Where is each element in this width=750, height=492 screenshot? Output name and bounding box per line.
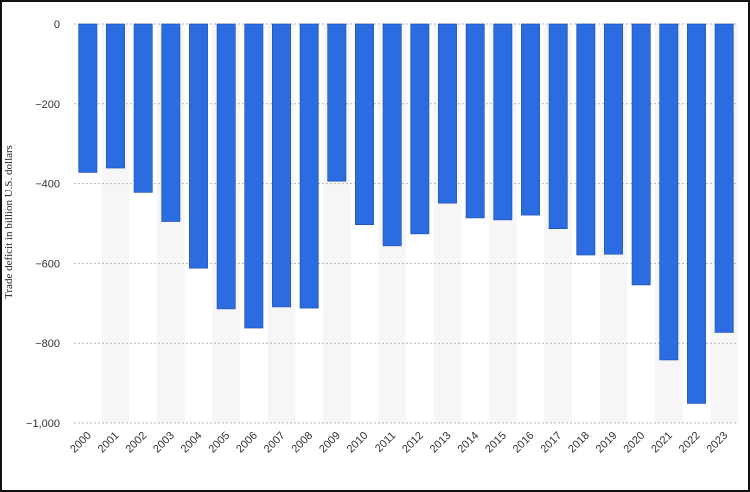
bar-2016 xyxy=(521,23,540,216)
bar-2020 xyxy=(631,23,651,286)
y-tick-label: −600 xyxy=(35,258,60,270)
x-tick-label: 2019 xyxy=(594,430,620,456)
x-tick-label: 2005 xyxy=(206,430,232,456)
x-tick-label: 2002 xyxy=(123,430,149,456)
bar-2002 xyxy=(133,23,153,193)
bar-2007 xyxy=(272,23,291,308)
x-tick-label: 2012 xyxy=(400,430,426,456)
bar-2003 xyxy=(161,23,181,222)
y-axis-label: Trade deficit in billion U.S. dollars xyxy=(3,145,15,299)
x-tick-label: 2008 xyxy=(289,430,315,456)
bar-2006 xyxy=(244,23,264,329)
x-tick-label: 2017 xyxy=(538,430,564,456)
x-tick-label: 2015 xyxy=(483,430,509,456)
bar-2018 xyxy=(576,23,596,256)
gridlines xyxy=(74,23,738,424)
x-tick-label: 2003 xyxy=(151,430,177,456)
bar-2000 xyxy=(78,23,98,173)
x-tick-label: 2000 xyxy=(68,430,94,456)
x-tick-label: 2009 xyxy=(317,430,343,456)
x-tick-label: 2023 xyxy=(704,430,730,456)
x-tick-label: 2004 xyxy=(179,430,205,456)
x-tick-label: 2010 xyxy=(345,430,371,456)
bar-2001 xyxy=(106,23,125,169)
bar-2014 xyxy=(465,23,485,219)
bar-2015 xyxy=(493,23,513,221)
y-axis-tick-labels: 0 −200 −400 −600 −800 −1,000 xyxy=(26,19,60,430)
x-tick-label: 2018 xyxy=(566,430,592,456)
bar-2022 xyxy=(687,23,706,404)
x-tick-label: 2001 xyxy=(96,430,122,456)
x-tick-label: 2011 xyxy=(373,430,398,455)
bar-2010 xyxy=(355,23,374,225)
y-tick-label: −1,000 xyxy=(26,418,60,430)
x-tick-label: 2013 xyxy=(428,430,454,456)
bars xyxy=(78,23,734,404)
x-tick-label: 2016 xyxy=(511,430,537,456)
bar-2021 xyxy=(659,23,679,361)
bar-2005 xyxy=(216,23,236,310)
bar-2012 xyxy=(410,23,430,235)
bar-2019 xyxy=(604,23,623,255)
y-tick-label: 0 xyxy=(54,19,60,31)
bar-2009 xyxy=(327,23,347,182)
y-tick-label: −400 xyxy=(35,179,60,191)
x-tick-label: 2006 xyxy=(234,430,260,456)
bar-2017 xyxy=(548,23,568,229)
bar-2013 xyxy=(438,23,457,204)
x-tick-label: 2014 xyxy=(455,430,481,456)
bar-2008 xyxy=(299,23,319,309)
x-tick-label: 2020 xyxy=(621,430,647,456)
x-tick-label: 2021 xyxy=(649,430,675,456)
x-axis-tick-labels: 2000 2001 2002 2003 2004 2005 2006 2007 2008 2009… xyxy=(68,430,730,456)
y-tick-label: −800 xyxy=(35,338,60,350)
x-tick-label: 2022 xyxy=(677,430,703,456)
bar-2023 xyxy=(714,23,734,333)
y-tick-label: −200 xyxy=(35,99,60,111)
bar-2004 xyxy=(189,23,208,269)
bar-2011 xyxy=(382,23,402,247)
x-tick-label: 2007 xyxy=(262,430,288,456)
